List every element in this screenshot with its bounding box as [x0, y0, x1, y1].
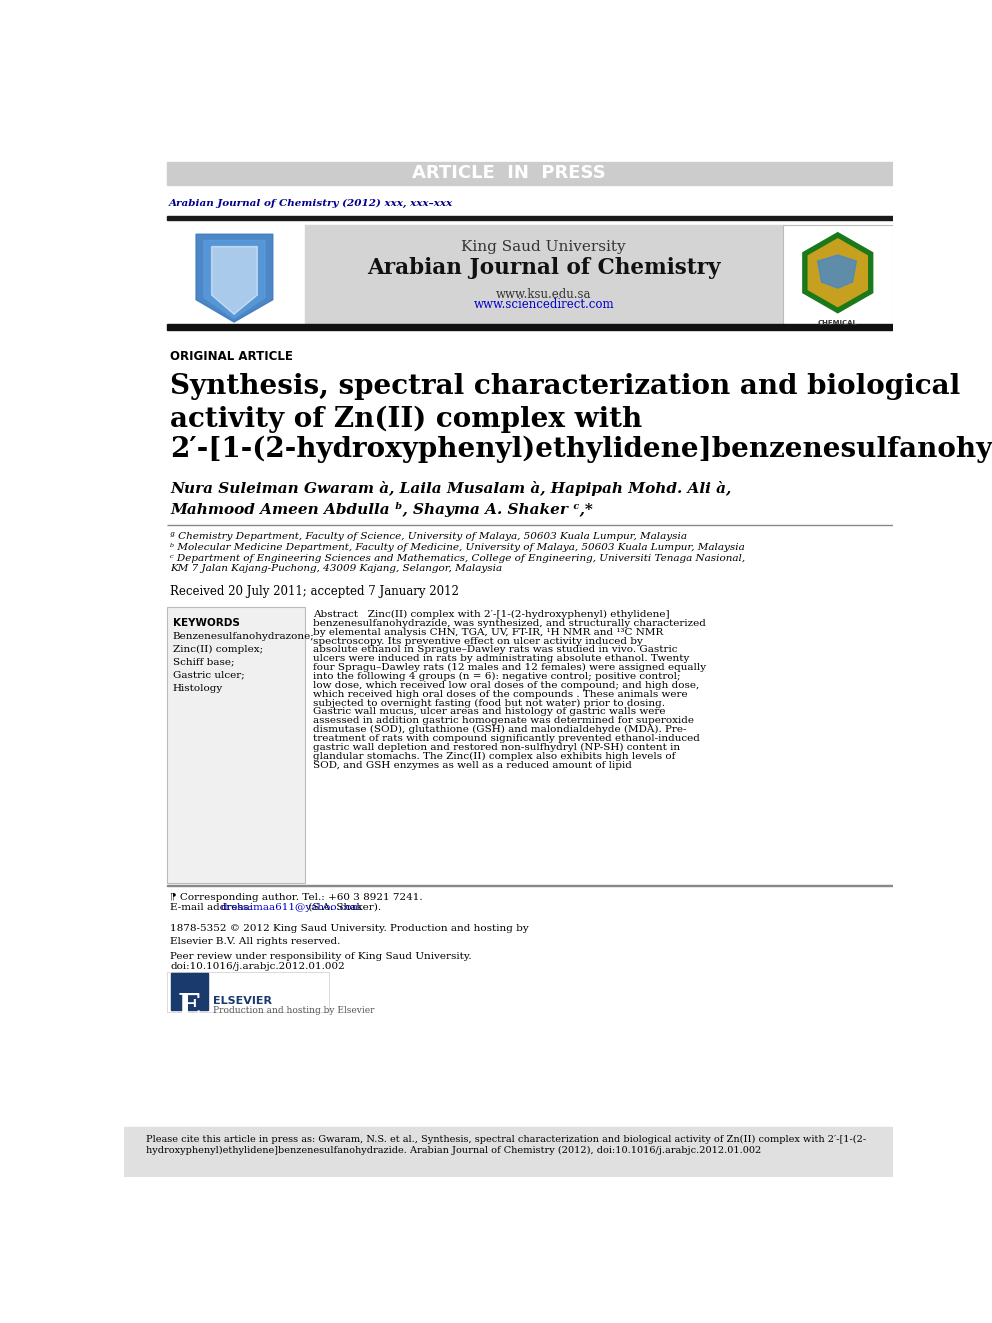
Text: assessed in addition gastric homogenate was determined for superoxide: assessed in addition gastric homogenate … [313, 716, 694, 725]
Text: dismutase (SOD), glutathione (GSH) and malondialdehyde (MDA). Pre-: dismutase (SOD), glutathione (GSH) and m… [313, 725, 686, 734]
Bar [167, 161, 893, 185]
Text: www.ksu.edu.sa: www.ksu.edu.sa [496, 288, 591, 302]
Text: treatment of rats with compound significantly prevented ethanol-induced: treatment of rats with compound signific… [313, 734, 700, 744]
Text: ORIGINAL ARTICLE: ORIGINAL ARTICLE [171, 349, 294, 363]
Text: ulcers were induced in rats by administrating absolute ethanol. Twenty: ulcers were induced in rats by administr… [313, 655, 689, 663]
Text: CHEMICAL: CHEMICAL [817, 320, 858, 327]
Text: drshaimaa611@yahoo.com: drshaimaa611@yahoo.com [221, 902, 362, 912]
Bar [167, 225, 305, 327]
Text: Nura Suleiman Gwaram à, Laila Musalam à, Hapipah Mohd. Ali à,: Nura Suleiman Gwaram à, Laila Musalam à,… [171, 480, 732, 496]
Polygon shape [203, 241, 265, 318]
Bar [167, 607, 305, 882]
Text: doi:10.1016/j.arabjc.2012.01.002: doi:10.1016/j.arabjc.2012.01.002 [171, 962, 345, 971]
Text: Synthesis, spectral characterization and biological: Synthesis, spectral characterization and… [171, 373, 960, 400]
Text: Abstract   Zinc(II) complex with 2′-[1-(2-hydroxyphenyl) ethylidene]: Abstract Zinc(II) complex with 2′-[1-(2-… [313, 610, 670, 619]
Text: Arabian Journal of Chemistry: Arabian Journal of Chemistry [367, 257, 720, 279]
Text: ARTICLE  IN  PRESS: ARTICLE IN PRESS [412, 164, 605, 183]
Text: spectroscopy. Its preventive effect on ulcer activity induced by: spectroscopy. Its preventive effect on u… [313, 636, 643, 646]
Text: Histology: Histology [173, 684, 223, 693]
Text: subjected to overnight fasting (food but not water) prior to dosing.: subjected to overnight fasting (food but… [313, 699, 665, 708]
Polygon shape [211, 246, 257, 315]
Text: Schiff base;: Schiff base; [173, 658, 234, 667]
Polygon shape [817, 255, 856, 288]
Text: four Spragu–Dawley rats (12 males and 12 females) were assigned equally: four Spragu–Dawley rats (12 males and 12… [313, 663, 706, 672]
Text: ª Chemistry Department, Faculty of Science, University of Malaya, 50603 Kuala Lu: ª Chemistry Department, Faculty of Scien… [171, 532, 687, 541]
Text: ᶜ Department of Engineering Sciences and Mathematics, College of Engineering, Un: ᶜ Department of Engineering Sciences and… [171, 554, 746, 562]
Bar [167, 972, 329, 1012]
Text: hydroxyphenyl)ethylidene]benzenesulfanohydrazide. Arabian Journal of Chemistry (: hydroxyphenyl)ethylidene]benzenesulfanoh… [146, 1146, 761, 1155]
Text: ᵇ Molecular Medicine Department, Faculty of Medicine, University of Malaya, 5060: ᵇ Molecular Medicine Department, Faculty… [171, 542, 745, 552]
Text: King Saud University: King Saud University [461, 241, 626, 254]
Text: low dose, which received low oral doses of the compound; and high dose,: low dose, which received low oral doses … [313, 681, 699, 689]
Bar [167, 216, 893, 221]
Text: absolute ethanol in Sprague–Dawley rats was studied in vivo. Gastric: absolute ethanol in Sprague–Dawley rats … [313, 646, 678, 655]
Text: Received 20 July 2011; accepted 7 January 2012: Received 20 July 2011; accepted 7 Januar… [171, 585, 459, 598]
Polygon shape [196, 234, 273, 321]
Text: 2′-[1-(2-hydroxyphenyl)ethylidene]benzenesulfanohydrazide: 2′-[1-(2-hydroxyphenyl)ethylidene]benzen… [171, 437, 992, 463]
Text: E: E [178, 992, 200, 1023]
Text: Mahmood Ameen Abdulla ᵇ, Shayma A. Shaker ᶜ,*: Mahmood Ameen Abdulla ᵇ, Shayma A. Shake… [171, 503, 593, 517]
Bar [171, 974, 207, 1011]
Text: Benzenesulfanohydrazone;: Benzenesulfanohydrazone; [173, 631, 314, 640]
Bar [167, 324, 893, 331]
Text: ⁋ Corresponding author. Tel.: +60 3 8921 7241.: ⁋ Corresponding author. Tel.: +60 3 8921… [171, 893, 424, 902]
Bar [305, 225, 783, 327]
Text: by elemental analysis CHN, TGA, UV, FT-IR, ¹H NMR and ¹³C NMR: by elemental analysis CHN, TGA, UV, FT-I… [313, 627, 664, 636]
Text: Production and hosting by Elsevier: Production and hosting by Elsevier [213, 1005, 375, 1015]
Text: which received high oral doses of the compounds . These animals were: which received high oral doses of the co… [313, 689, 687, 699]
Text: SOD, and GSH enzymes as well as a reduced amount of lipid: SOD, and GSH enzymes as well as a reduce… [313, 761, 632, 770]
Text: Peer review under responsibility of King Saud University.: Peer review under responsibility of King… [171, 951, 472, 960]
Polygon shape [803, 233, 873, 312]
Text: 1878-5352 © 2012 King Saud University. Production and hosting by
Elsevier B.V. A: 1878-5352 © 2012 King Saud University. P… [171, 925, 530, 946]
Text: gastric wall depletion and restored non-sulfhydryl (NP-SH) content in: gastric wall depletion and restored non-… [313, 742, 681, 751]
Text: www.sciencedirect.com: www.sciencedirect.com [473, 298, 614, 311]
Text: into the following 4 groups (n = 6): negative control; positive control;: into the following 4 groups (n = 6): neg… [313, 672, 681, 681]
Text: glandular stomachs. The Zinc(II) complex also exhibits high levels of: glandular stomachs. The Zinc(II) complex… [313, 751, 676, 761]
Text: KM 7 Jalan Kajang-Puchong, 43009 Kajang, Selangor, Malaysia: KM 7 Jalan Kajang-Puchong, 43009 Kajang,… [171, 564, 503, 573]
Text: benzenesulfanohydrazide, was synthesized, and structurally characterized: benzenesulfanohydrazide, was synthesized… [313, 619, 706, 628]
Text: E-mail address:: E-mail address: [171, 902, 256, 912]
Text: KEYWORDS: KEYWORDS [173, 618, 240, 627]
Text: ELSEVIER: ELSEVIER [213, 996, 272, 1005]
Text: Zinc(II) complex;: Zinc(II) complex; [173, 644, 263, 654]
Text: Arabian Journal of Chemistry (2012) xxx, xxx–xxx: Arabian Journal of Chemistry (2012) xxx,… [169, 198, 453, 208]
Text: Please cite this article in press as: Gwaram, N.S. et al., Synthesis, spectral c: Please cite this article in press as: Gw… [146, 1135, 866, 1144]
Text: (S.A. Shaker).: (S.A. Shaker). [305, 902, 381, 912]
Text: activity of Zn(II) complex with: activity of Zn(II) complex with [171, 405, 643, 433]
Text: Gastric ulcer;: Gastric ulcer; [173, 671, 245, 680]
Bar [124, 1127, 893, 1177]
Polygon shape [808, 239, 867, 307]
Bar [783, 225, 893, 327]
Text: Gastric wall mucus, ulcer areas and histology of gastric walls were: Gastric wall mucus, ulcer areas and hist… [313, 708, 666, 716]
